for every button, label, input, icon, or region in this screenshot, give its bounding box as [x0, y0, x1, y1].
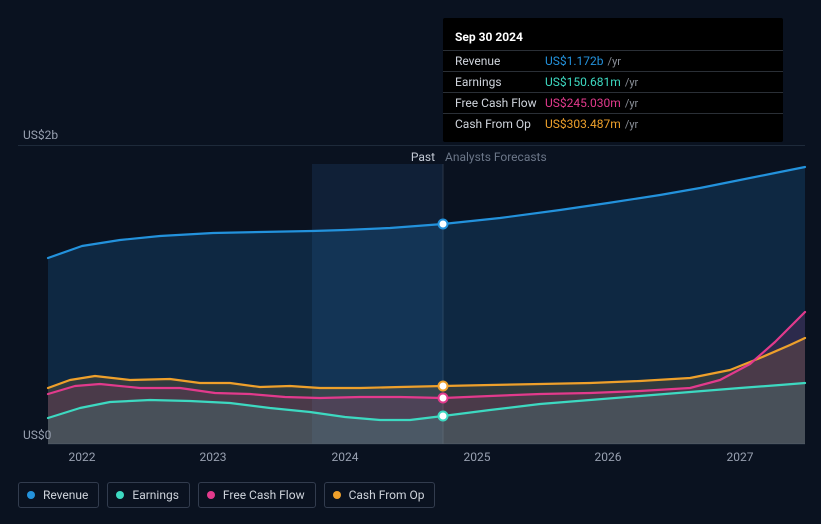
y-axis-label-bottom: US$0 [23, 428, 51, 442]
past-label: Past [411, 150, 435, 164]
financials-chart: US$2b US$0 Past Analysts Forecasts 20222… [0, 0, 821, 524]
legend-label: Free Cash Flow [223, 488, 305, 502]
tooltip-row-unit: /yr [625, 97, 638, 110]
legend-swatch [27, 491, 35, 499]
legend-swatch [207, 491, 215, 499]
legend-swatch [333, 491, 341, 499]
x-tick: 2026 [595, 450, 622, 464]
forecast-label: Analysts Forecasts [445, 150, 547, 164]
tooltip-row-label: Revenue [455, 54, 545, 68]
x-tick: 2024 [332, 450, 359, 464]
gridline [18, 145, 805, 146]
tooltip-row-value: US$150.681m [545, 75, 621, 89]
tooltip-date: Sep 30 2024 [443, 26, 783, 50]
tooltip-row: Cash From OpUS$303.487m/yr [443, 113, 783, 134]
tooltip-row-unit: /yr [625, 118, 638, 131]
tooltip-row: RevenueUS$1.172b/yr [443, 50, 783, 71]
tooltip-row-label: Earnings [455, 75, 545, 89]
legend-item-free_cash_flow[interactable]: Free Cash Flow [198, 482, 316, 508]
x-tick: 2022 [69, 450, 96, 464]
hover-tooltip: Sep 30 2024 RevenueUS$1.172b/yrEarningsU… [443, 18, 783, 142]
legend-item-cash_from_op[interactable]: Cash From Op [324, 482, 436, 508]
y-axis-label-top: US$2b [23, 128, 58, 142]
tooltip-row: EarningsUS$150.681m/yr [443, 71, 783, 92]
legend: Revenue Earnings Free Cash Flow Cash From O… [18, 482, 435, 508]
legend-item-earnings[interactable]: Earnings [107, 482, 190, 508]
legend-label: Revenue [43, 488, 88, 502]
tooltip-row-value: US$1.172b [545, 54, 604, 68]
tooltip-row-unit: /yr [625, 76, 638, 89]
tooltip-row-unit: /yr [608, 55, 621, 68]
legend-swatch [116, 491, 124, 499]
tooltip-row: Free Cash FlowUS$245.030m/yr [443, 92, 783, 113]
tooltip-row-label: Cash From Op [455, 117, 545, 131]
x-axis: 2022 2023 2024 2025 2026 2027 [0, 450, 821, 466]
x-tick: 2027 [727, 450, 754, 464]
x-tick: 2025 [464, 450, 491, 464]
legend-label: Earnings [132, 488, 179, 502]
tooltip-row-value: US$245.030m [545, 96, 621, 110]
legend-label: Cash From Op [349, 488, 425, 502]
legend-item-revenue[interactable]: Revenue [18, 482, 99, 508]
x-tick: 2023 [200, 450, 227, 464]
tooltip-row-value: US$303.487m [545, 117, 621, 131]
tooltip-row-label: Free Cash Flow [455, 96, 545, 110]
